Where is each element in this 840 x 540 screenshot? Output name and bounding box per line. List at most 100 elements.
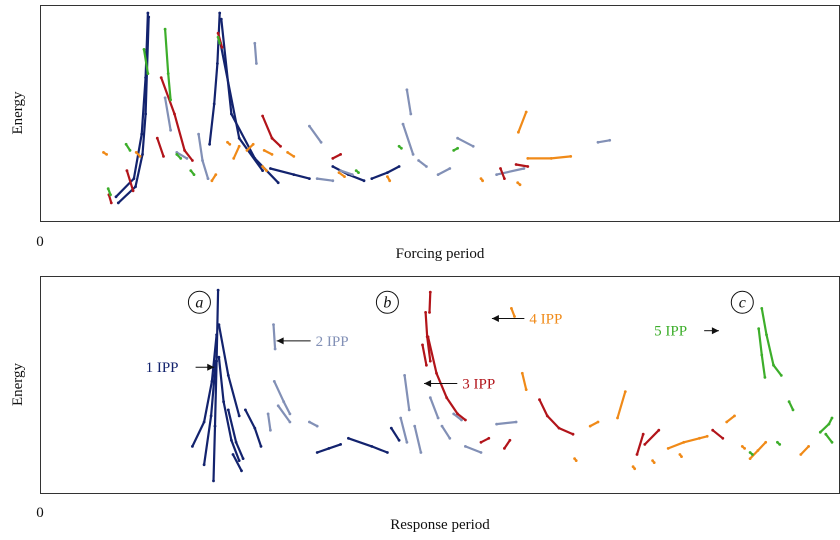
data-point <box>216 35 220 39</box>
data-point <box>411 153 415 156</box>
data-point <box>315 451 319 454</box>
data-point <box>495 422 498 426</box>
data-point <box>201 159 204 162</box>
data-point <box>428 311 431 314</box>
data-point <box>479 451 483 454</box>
series-2-ipp <box>266 323 518 454</box>
data-point <box>109 193 112 197</box>
data-point <box>270 153 274 156</box>
data-point <box>830 416 834 420</box>
data-point <box>545 414 549 418</box>
data-point <box>705 434 709 438</box>
series-segment <box>635 433 645 456</box>
data-point <box>569 155 573 158</box>
data-point <box>405 440 409 444</box>
series-segment <box>316 177 334 182</box>
data-point <box>397 144 401 148</box>
data-point <box>725 420 729 424</box>
data-point <box>179 157 183 160</box>
data-point <box>116 201 120 205</box>
data-point <box>763 376 767 379</box>
series-segment <box>220 18 280 184</box>
data-point <box>273 347 277 351</box>
data-point <box>573 457 576 460</box>
forcing-period-panel: Energy Forcing period 0 <box>10 5 840 262</box>
data-point <box>234 440 238 444</box>
data-point <box>241 457 245 460</box>
data-point <box>265 169 268 173</box>
data-point <box>228 142 232 146</box>
data-point <box>524 388 528 391</box>
data-point <box>362 179 366 183</box>
data-point <box>388 179 392 183</box>
data-point <box>370 177 374 181</box>
data-point <box>357 171 360 175</box>
data-point <box>721 436 725 440</box>
data-point <box>623 390 627 393</box>
data-point <box>522 167 526 170</box>
series-segment <box>824 433 834 444</box>
data-point <box>791 408 795 412</box>
annotation-text: 3 IPP <box>462 376 495 392</box>
data-point <box>270 136 274 140</box>
data-point <box>641 432 645 436</box>
series-segment <box>261 114 282 148</box>
data-point <box>124 142 128 146</box>
data-point <box>163 27 167 31</box>
data-point <box>132 177 136 181</box>
annotation-arrow-head <box>424 379 432 387</box>
series-segment <box>521 372 528 391</box>
data-point <box>185 157 189 160</box>
series-segment <box>667 435 709 450</box>
data-point <box>748 451 752 454</box>
data-point <box>114 195 118 199</box>
annotation-text: 2 IPP <box>316 334 349 350</box>
series-segment <box>160 76 194 162</box>
data-point <box>206 177 210 181</box>
data-point <box>213 424 217 428</box>
series-segment <box>331 153 342 160</box>
data-point <box>557 426 561 430</box>
series-segment <box>413 425 422 454</box>
series-segment <box>596 139 611 144</box>
data-point <box>266 412 270 416</box>
series-segment <box>217 323 241 417</box>
data-point <box>666 447 670 450</box>
annotation-3-ipp: 3 IPP <box>424 376 495 392</box>
data-point <box>288 420 292 424</box>
data-point <box>596 420 600 424</box>
data-point <box>169 128 173 132</box>
series-segment <box>526 155 572 160</box>
data-point <box>698 436 701 440</box>
series-segment <box>440 425 451 440</box>
data-point <box>276 181 280 185</box>
annotation-4-ipp: 4 IPP <box>491 312 562 328</box>
data-point <box>215 333 219 337</box>
data-point <box>464 418 467 422</box>
data-point <box>711 428 715 432</box>
data-point <box>516 181 520 185</box>
data-point <box>440 424 444 428</box>
data-point <box>210 380 214 383</box>
data-point <box>425 165 428 168</box>
panel-label-text: a <box>195 294 203 311</box>
data-point <box>308 420 311 424</box>
data-point <box>651 459 654 462</box>
data-point <box>189 169 193 173</box>
data-point <box>657 428 661 432</box>
data-point <box>106 187 110 191</box>
response-period-panel: Energy Response period 0 a b c 1 IPP 2 IPP 3 IPP… <box>10 276 840 533</box>
data-point <box>481 179 484 183</box>
series-segment <box>164 96 172 132</box>
data-point <box>259 445 263 448</box>
series-segment <box>725 414 736 424</box>
series-segment <box>232 145 241 160</box>
data-point <box>479 440 483 444</box>
x-tick-label: 0 <box>36 234 44 250</box>
data-point <box>652 461 656 464</box>
series-segment <box>437 167 451 176</box>
series-segment <box>273 380 291 415</box>
data-point <box>102 151 105 154</box>
data-point <box>424 311 427 314</box>
data-point <box>288 412 292 416</box>
